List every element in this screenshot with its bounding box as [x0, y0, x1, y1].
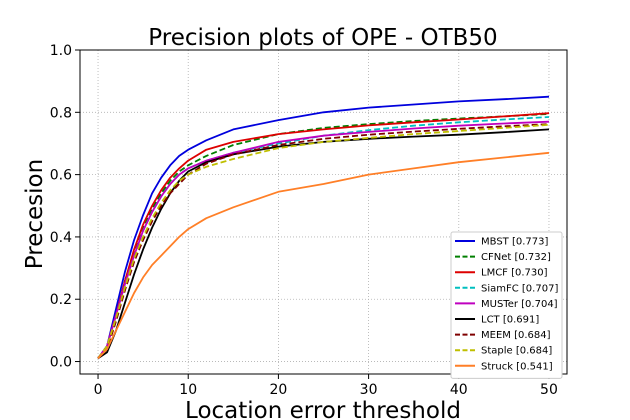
- plot-frame: [79, 49, 568, 375]
- series-line-staple: [97, 123, 550, 359]
- legend-label-staple: Staple [0.684]: [481, 346, 552, 357]
- y-tick-label: 0.4: [50, 230, 72, 246]
- series-line-lmcf: [97, 112, 550, 359]
- series-line-cfnet: [97, 113, 550, 359]
- series-line-meem: [97, 123, 550, 360]
- x-tick-label: 10: [179, 382, 197, 398]
- series-line-struck: [97, 151, 550, 360]
- legend-label-muster: MUSTer [0.704]: [481, 299, 558, 310]
- x-tick-label: 20: [269, 382, 287, 398]
- x-axis-label: Location error threshold: [185, 398, 461, 420]
- x-tick-label: 40: [450, 382, 468, 398]
- y-tick-label: 0.2: [50, 292, 72, 308]
- legend-label-meem: MEEM [0.684]: [481, 330, 551, 341]
- series-line-lct: [97, 128, 550, 360]
- legend-box: [450, 231, 563, 379]
- legend-label-struck: Struck [0.541]: [481, 361, 553, 372]
- legend-label-lmcf: LMCF [0.730]: [481, 268, 548, 279]
- chart-title: Precision plots of OPE - OTB50: [148, 25, 497, 51]
- legend-label-cfnet: CFNet [0.732]: [481, 252, 551, 263]
- x-tick-label: 30: [360, 382, 378, 398]
- y-axis-label: Precesion: [22, 159, 48, 269]
- legend-label-siamfc: SiamFC [0.707]: [481, 283, 558, 294]
- axes: [79, 49, 568, 375]
- series-line-mbst: [97, 95, 550, 359]
- y-tick-label: 1.0: [50, 43, 72, 59]
- y-tick-label: 0.6: [50, 168, 72, 184]
- legend: MBST [0.773] CFNet [0.732] LMCF [0.730] Sia…: [450, 231, 563, 379]
- legend-label-mbst: MBST [0.773]: [481, 237, 548, 248]
- x-tick-label: 0: [94, 382, 103, 398]
- y-tick-label: 0.0: [50, 355, 72, 371]
- x-tick-label: 50: [540, 382, 558, 398]
- y-tick-label: 0.8: [50, 105, 72, 121]
- series-lines: [97, 95, 550, 360]
- legend-label-lct: LCT [0.691]: [481, 315, 539, 326]
- series-line-muster: [97, 120, 550, 359]
